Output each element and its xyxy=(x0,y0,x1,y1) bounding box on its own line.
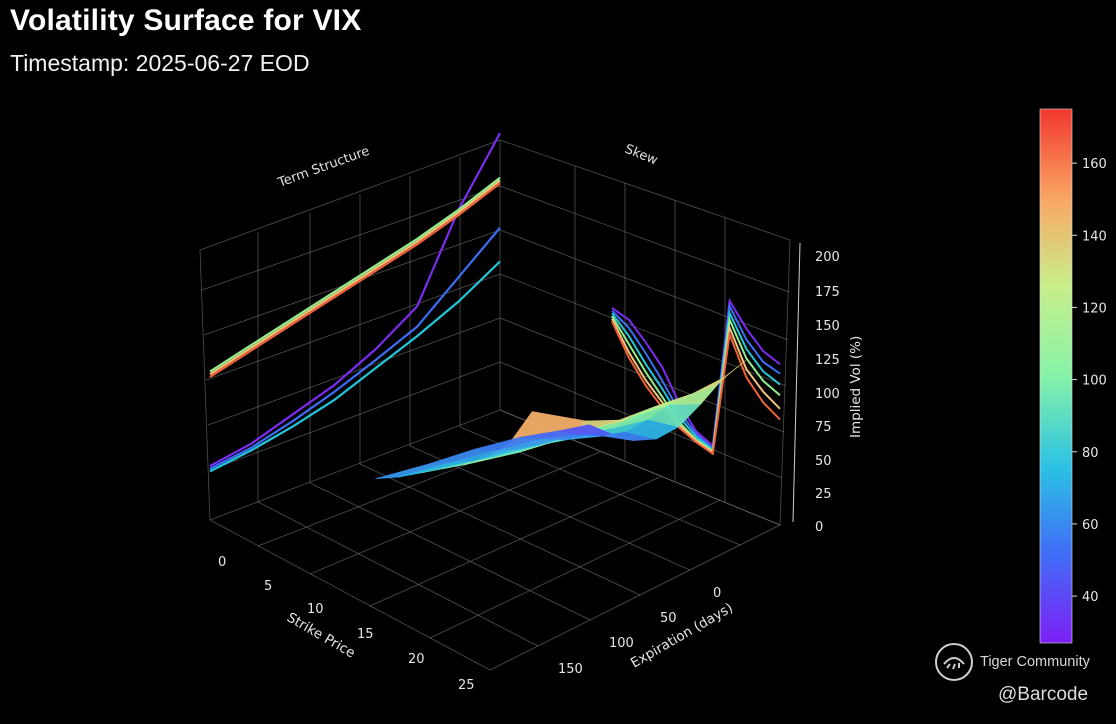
term-structure-line xyxy=(209,179,501,376)
expiration-axis-label: Expiration (days) xyxy=(628,600,736,671)
vol-tick: 175 xyxy=(815,285,840,300)
term-structure-line xyxy=(209,132,501,467)
floor-grid xyxy=(209,409,781,671)
skew-line xyxy=(611,302,781,451)
surface-patch xyxy=(692,359,747,394)
tiger-logo-icon xyxy=(935,643,973,681)
colorbar-tick-label: 60 xyxy=(1082,518,1099,533)
vol-tick: 0 xyxy=(815,520,823,535)
strike-tick: 15 xyxy=(357,627,374,642)
vol-tick: 150 xyxy=(815,319,840,334)
term-structure-line xyxy=(209,227,501,470)
term-structure-line xyxy=(209,260,501,473)
colorbar-tick-label: 140 xyxy=(1082,229,1107,244)
skew-line xyxy=(611,318,781,455)
expiration-tick: 150 xyxy=(558,662,583,677)
term-structure-label: Term Structure xyxy=(275,144,371,191)
colorbar-tick-label: 80 xyxy=(1082,446,1099,461)
colorbar-tick-label: 100 xyxy=(1082,374,1107,389)
colorbar-gradient xyxy=(1039,108,1073,644)
chart-title: Volatility Surface for VIX xyxy=(10,4,362,37)
left-pane-grid xyxy=(199,139,501,521)
implied-vol-axis: 0 25 50 75 100 125 150 175 200 Implied V… xyxy=(792,242,864,535)
brand-text: Tiger Community xyxy=(980,654,1090,670)
term-structure-line xyxy=(209,176,501,373)
strike-tick: 5 xyxy=(264,579,272,594)
strike-axis-label: Strike Price xyxy=(284,610,358,662)
vol-tick: 50 xyxy=(815,454,832,469)
strike-tick: 0 xyxy=(218,555,226,570)
expiration-tick: 0 xyxy=(713,586,721,601)
term-structure-line xyxy=(209,182,501,378)
chart-subtitle: Timestamp: 2025-06-27 EOD xyxy=(10,50,310,76)
vol-tick: 200 xyxy=(815,250,840,265)
vol-surface xyxy=(375,359,747,480)
term-structure-lines xyxy=(209,132,501,473)
tiger-community-logo: Tiger Community xyxy=(934,642,1090,682)
right-pane-grid xyxy=(499,139,791,526)
surface-patch xyxy=(375,462,452,480)
colorbar-tick-label: 120 xyxy=(1082,301,1107,316)
author-handle: @Barcode xyxy=(998,684,1089,705)
strike-tick: 20 xyxy=(408,652,425,667)
skew-lines xyxy=(611,297,781,456)
vol-tick: 25 xyxy=(815,487,832,502)
vol-tick: 125 xyxy=(815,353,840,368)
skew-line xyxy=(611,297,781,448)
vol-tick: 100 xyxy=(815,387,840,402)
strike-axis: 0 5 10 15 20 25 Strike Price xyxy=(218,555,475,693)
strike-tick: 10 xyxy=(307,602,324,617)
colorbar: 40 60 80 100 120 140 160 xyxy=(1039,108,1107,644)
skew-line xyxy=(611,321,781,456)
skew-line xyxy=(611,309,781,452)
vol-tick: 75 xyxy=(815,420,832,435)
expiration-tick: 100 xyxy=(609,636,634,651)
expiration-tick: 50 xyxy=(660,611,677,626)
strike-tick: 25 xyxy=(458,678,475,693)
expiration-axis: 0 50 100 150 Expiration (days) xyxy=(558,586,736,677)
colorbar-tick-label: 40 xyxy=(1082,590,1099,605)
colorbar-tick-label: 160 xyxy=(1082,157,1107,172)
skew-label: Skew xyxy=(623,142,660,169)
implied-vol-axis-label: Implied Vol (%) xyxy=(848,336,864,438)
